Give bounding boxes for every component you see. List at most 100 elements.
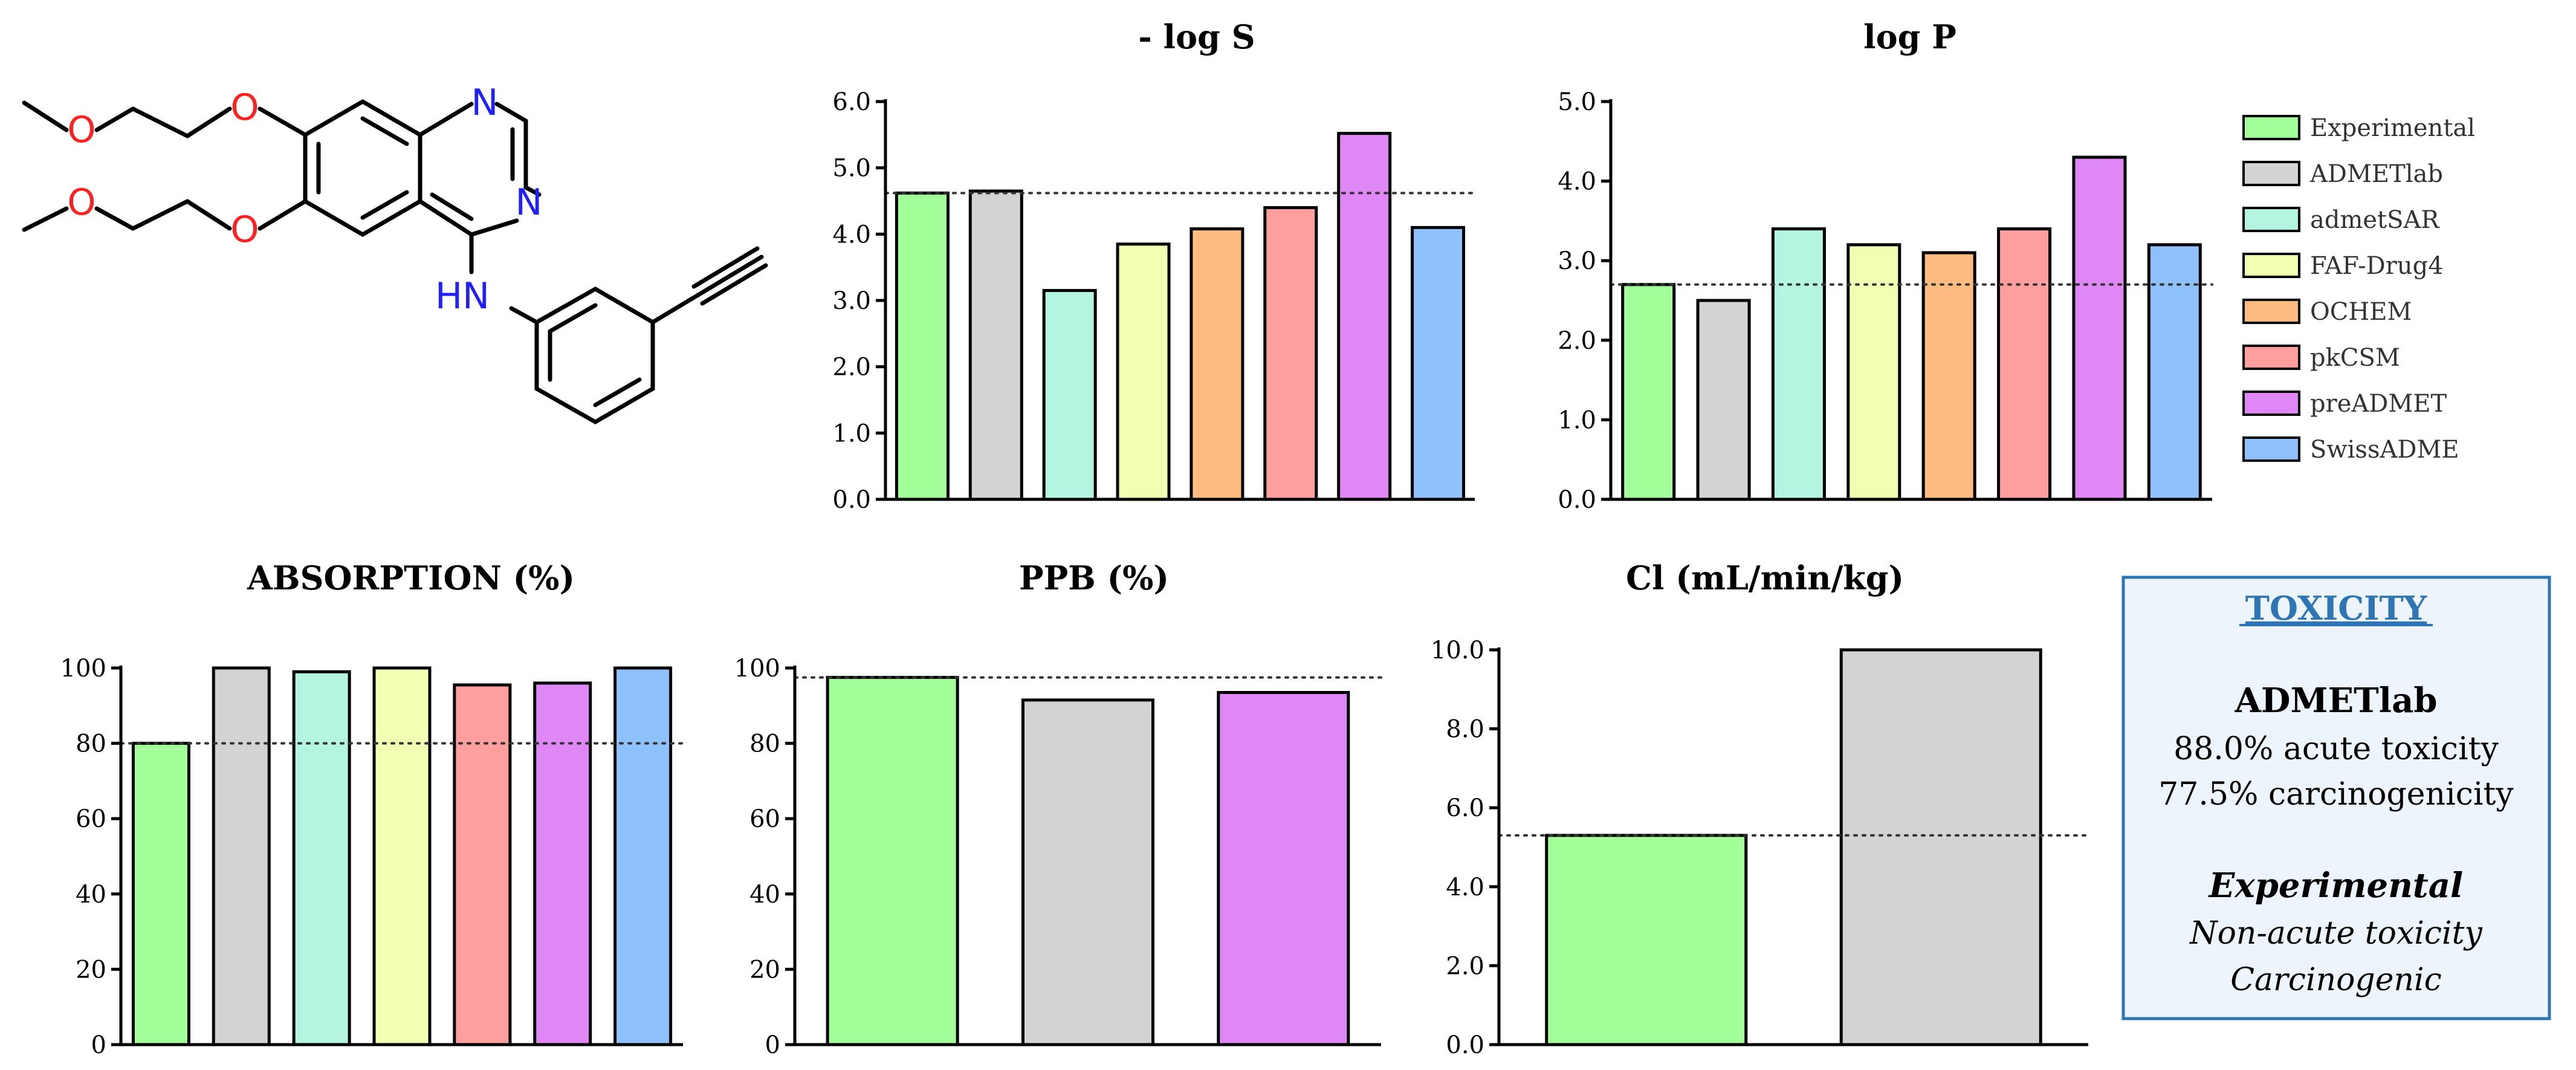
toxicity-box: TOXICITY ADMETlab 88.0% acute toxicity 7…: [2121, 576, 2551, 1020]
chart-title: PPB (%): [1019, 559, 1169, 597]
toxicity-title: TOXICITY: [2245, 589, 2428, 627]
legend-item: admetSAR: [2242, 206, 2440, 234]
chart-title: ABSORPTION (%): [247, 559, 575, 597]
bar-experimental: [1545, 834, 1748, 1046]
bar-ochem: [1921, 251, 1976, 501]
y-tick-label: 6.0: [832, 88, 871, 116]
y-tick-label: 10.0: [1431, 637, 1484, 664]
legend-label: ADMETlab: [2309, 160, 2443, 188]
y-tick-label: 8.0: [1446, 716, 1484, 744]
legend-label: admetSAR: [2310, 206, 2440, 234]
toxicity-experimental-line1: Non-acute toxicity: [2189, 915, 2482, 952]
bar-pkcsm: [453, 683, 512, 1046]
bar-preadmet: [533, 681, 592, 1046]
toxicity-admetlab-heading: ADMETlab: [2234, 681, 2437, 721]
y-tick-label: 0: [765, 1031, 780, 1059]
toxicity-box-frame: [2121, 576, 2551, 1020]
bar-admetsar: [292, 670, 351, 1046]
legend-swatch: [2242, 299, 2300, 324]
y-tick-label: 0.0: [832, 486, 871, 514]
bar-preadmet: [1217, 690, 1350, 1046]
atom-o-4: O: [67, 181, 95, 224]
y-tick-label: 2.0: [1446, 952, 1484, 980]
bar-experimental: [895, 191, 950, 501]
y-tick-label: 3.0: [1558, 247, 1596, 275]
legend-item: SwissADME: [2242, 436, 2459, 464]
legend-swatch: [2242, 253, 2300, 278]
toxicity-admetlab-line2: 77.5% carcinogenicity: [2158, 776, 2514, 812]
y-tick-label: 60: [749, 805, 780, 833]
bar-admetlab: [1021, 698, 1154, 1046]
bar-experimental: [826, 676, 959, 1046]
chart-ppb: PPB (%) 0 20 40 60 80 100: [734, 559, 1382, 1059]
bar-swissadme: [613, 666, 673, 1046]
legend-swatch: [2242, 207, 2300, 232]
bar-faf-drug4: [372, 666, 432, 1046]
y-tick-label: 100: [734, 655, 780, 683]
legend-swatch: [2242, 115, 2300, 140]
bar-experimental: [1621, 283, 1676, 501]
bar-admetlab: [1696, 299, 1751, 501]
y-tick-label: 4.0: [1558, 168, 1596, 196]
y-tick-label: 5.0: [1558, 88, 1596, 116]
bar-admetlab: [212, 666, 271, 1046]
chart-log-s: - log S 0.0 1.0 2.0 3.0 4.0 5.0 6.0: [832, 18, 1476, 514]
legend-swatch: [2242, 436, 2300, 462]
bar-pkcsm: [1263, 206, 1318, 501]
y-tick-label: 80: [749, 730, 780, 758]
legend-label: Experimental: [2310, 114, 2475, 142]
bar-preadmet: [2072, 155, 2127, 501]
chart-absorption: ABSORPTION (%) 0 20 40 60 80 100: [60, 559, 684, 1059]
chart-title: Cl (mL/min/kg): [1626, 559, 1904, 597]
bar-admetsar: [1042, 289, 1097, 501]
atom-o-3: O: [230, 209, 259, 251]
y-tick-label: 20: [749, 956, 780, 984]
y-tick-label: 3.0: [832, 287, 871, 315]
y-tick-label: 0.0: [1446, 1031, 1484, 1059]
y-tick-label: 2.0: [1558, 327, 1596, 355]
toxicity-experimental-line2: Carcinogenic: [2230, 962, 2442, 998]
toxicity-admetlab-line1: 88.0% acute toxicity: [2173, 731, 2499, 767]
legend-item: OCHEM: [2242, 298, 2412, 326]
bar-admetlab: [968, 189, 1023, 501]
bar-admetlab: [1839, 648, 2042, 1046]
y-tick-label: 0: [91, 1031, 106, 1059]
legend-item: ADMETlab: [2242, 160, 2443, 188]
legend-label: preADMET: [2310, 390, 2447, 418]
y-tick-label: 1.0: [1558, 406, 1596, 434]
legend-label: OCHEM: [2310, 298, 2412, 326]
bar-experimental: [131, 742, 190, 1046]
legend-item: FAF-Drug4: [2242, 252, 2444, 280]
legend-swatch: [2242, 161, 2300, 186]
toxicity-experimental-heading: Experimental: [2208, 866, 2464, 906]
molecule-structure: [22, 99, 768, 425]
bar-admetsar: [1771, 227, 1826, 501]
atom-hn: HN: [435, 275, 490, 317]
y-tick-label: 80: [76, 730, 106, 758]
y-tick-label: 40: [76, 881, 106, 909]
y-tick-label: 20: [76, 956, 106, 984]
y-tick-label: 6.0: [1446, 794, 1484, 822]
y-tick-label: 2.0: [832, 354, 871, 381]
bar-preadmet: [1337, 132, 1392, 501]
bar-swissadme: [2147, 243, 2202, 501]
y-tick-label: 60: [76, 805, 106, 833]
y-tick-label: 5.0: [832, 155, 871, 183]
legend-swatch: [2242, 391, 2300, 416]
molecule-atom-labels: N N HN O O O O: [67, 82, 542, 317]
atom-n-top: N: [471, 82, 499, 124]
chart-title: log P: [1863, 18, 1956, 56]
bar-pkcsm: [1997, 227, 2052, 501]
y-tick-label: 4.0: [832, 221, 871, 248]
y-tick-label: 1.0: [832, 420, 871, 447]
legend: Experimental ADMETlab admetSAR FAF-Drug4 OCH…: [2242, 114, 2475, 464]
legend-label: pkCSM: [2310, 344, 2400, 372]
legend-item: pkCSM: [2242, 344, 2400, 372]
legend-label: SwissADME: [2310, 436, 2459, 464]
bar-faf-drug4: [1116, 242, 1171, 501]
bar-ochem: [1189, 227, 1244, 501]
y-tick-label: 0.0: [1558, 486, 1596, 514]
legend-swatch: [2242, 345, 2300, 370]
atom-o-2: O: [67, 109, 95, 151]
legend-label: FAF-Drug4: [2310, 252, 2444, 280]
